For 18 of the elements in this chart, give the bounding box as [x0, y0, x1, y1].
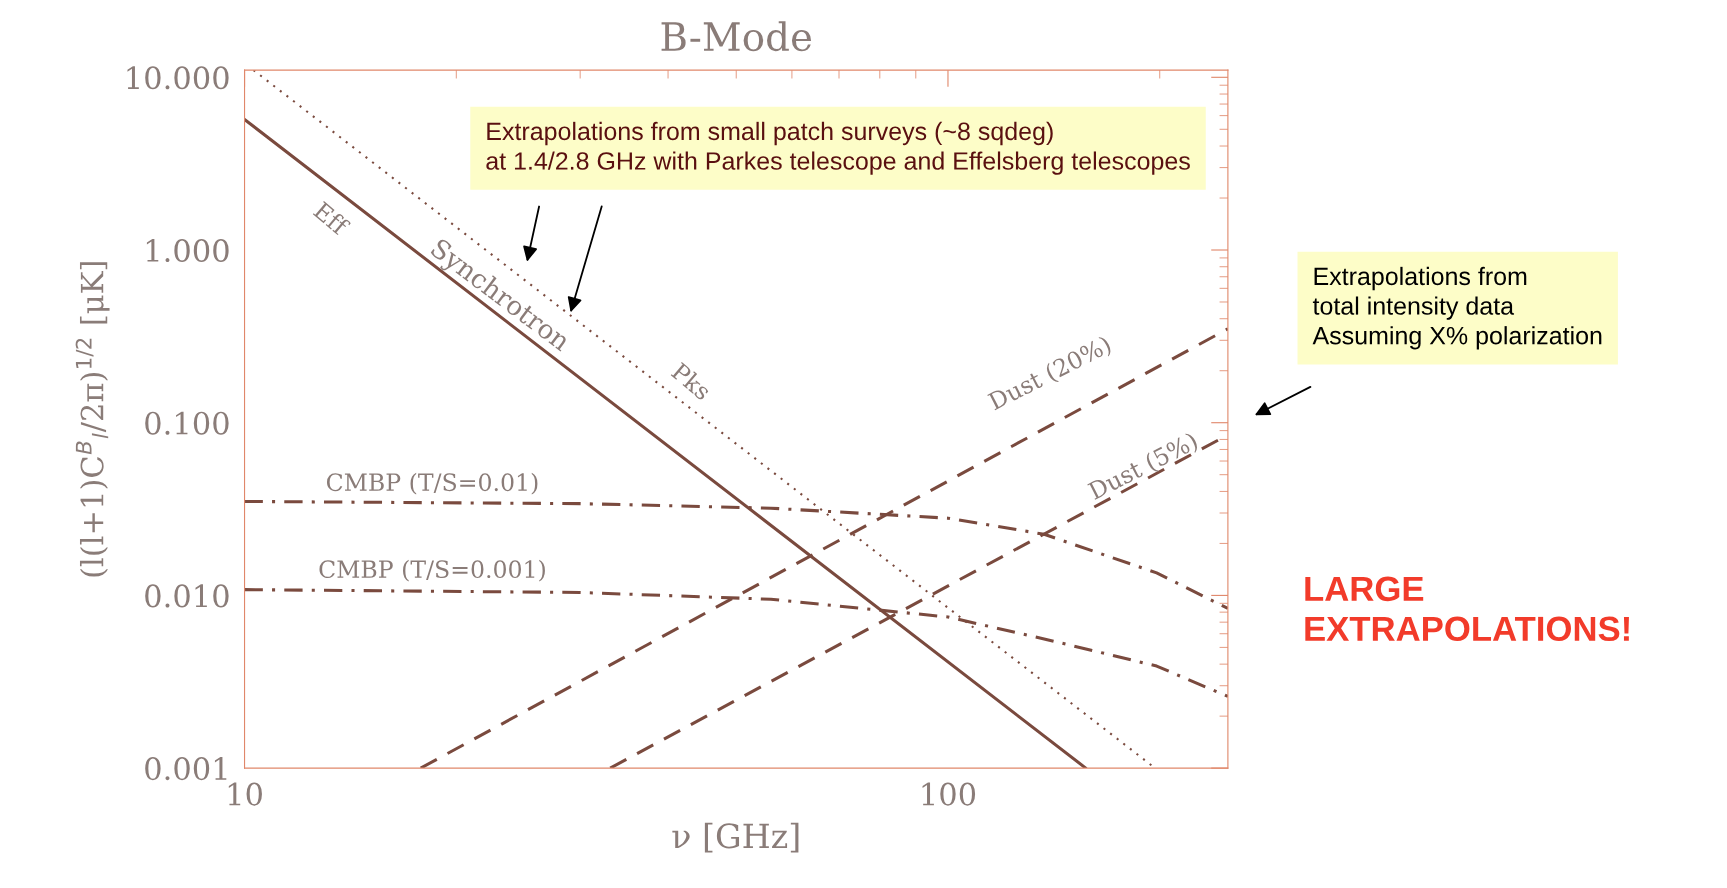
y-tick-label: 10.000: [127, 66, 229, 90]
y-tick-label: 0.100: [145, 411, 229, 435]
y-tick-label: 1.000: [146, 238, 229, 263]
x-tick-label: 100: [922, 782, 976, 806]
text: Pks: [670, 361, 713, 401]
annotation: Extrapolations from small patch surveys (~8 sqdeg) at 1.4/2.8 GHz with Parkes telescope and Effelsberg telescopes: [486, 121, 1190, 175]
chart-title: B-Mode: [661, 21, 812, 52]
text: Eff: [312, 200, 352, 237]
text: LARGE EXTRAPOLATIONS!: [1305, 576, 1629, 642]
y-axis-title: (l(l+1)C$^{B}$$_{l}$/2π)$^{1/2}$ [μK]: [75, 262, 110, 577]
text: Dust (5%): [1086, 431, 1201, 504]
series-label: CMBP (T/S=0.01): [326, 472, 538, 495]
text: Extrapolations from total intensity data Assuming X% polarization: [1312, 266, 1602, 350]
y-tick-label: 0.001: [145, 757, 227, 781]
x-axis-title: ν [GHz]: [672, 822, 799, 853]
x-tick-label: 10: [228, 782, 262, 806]
y-tick-label: 0.010: [145, 584, 229, 608]
series-label: CMBP (T/S=0.001): [319, 559, 545, 582]
